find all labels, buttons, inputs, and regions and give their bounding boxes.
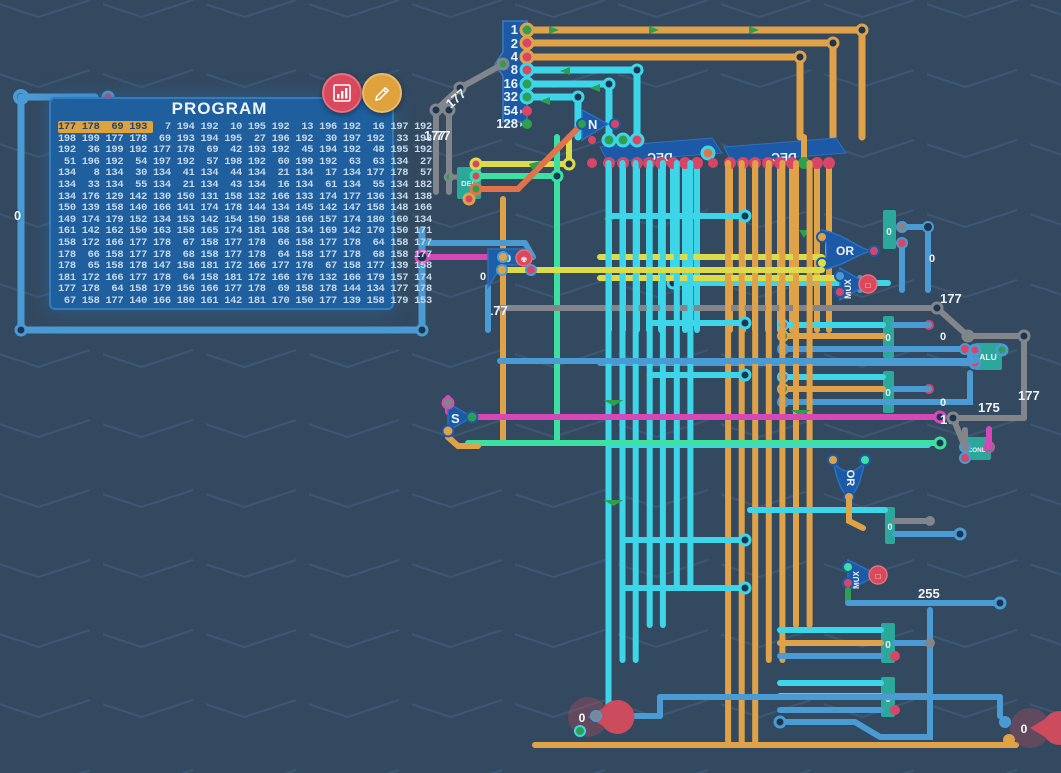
svg-text:□: □ [866, 281, 871, 290]
svg-text:0: 0 [885, 640, 891, 651]
svg-text:32: 32 [504, 89, 518, 104]
svg-text:□: □ [876, 572, 881, 581]
svg-text:0: 0 [579, 711, 586, 725]
svg-text:128: 128 [496, 116, 518, 131]
svg-text:177: 177 [940, 291, 962, 306]
svg-text:0: 0 [887, 522, 892, 532]
svg-text:N: N [588, 117, 597, 132]
svg-text:8: 8 [511, 62, 518, 77]
svg-text:0: 0 [929, 253, 935, 265]
svg-text:77: 77 [436, 128, 450, 143]
svg-text:0: 0 [1021, 722, 1028, 736]
svg-text:OR: OR [844, 470, 856, 487]
svg-text:ALU: ALU [979, 352, 996, 362]
svg-text:MUX: MUX [852, 570, 861, 588]
svg-text:0: 0 [885, 333, 891, 344]
svg-text:177: 177 [1018, 388, 1040, 403]
svg-text:0: 0 [940, 397, 946, 409]
svg-text:0: 0 [480, 271, 486, 283]
svg-text:175: 175 [978, 400, 1000, 415]
svg-text:S: S [451, 411, 460, 426]
svg-text:0: 0 [886, 227, 892, 238]
svg-text:OR: OR [836, 244, 854, 258]
svg-text:255: 255 [918, 586, 940, 601]
svg-text:1: 1 [511, 22, 518, 37]
svg-text:0: 0 [940, 331, 946, 343]
svg-text:0: 0 [885, 388, 891, 399]
svg-text:☢: ☢ [521, 256, 527, 264]
